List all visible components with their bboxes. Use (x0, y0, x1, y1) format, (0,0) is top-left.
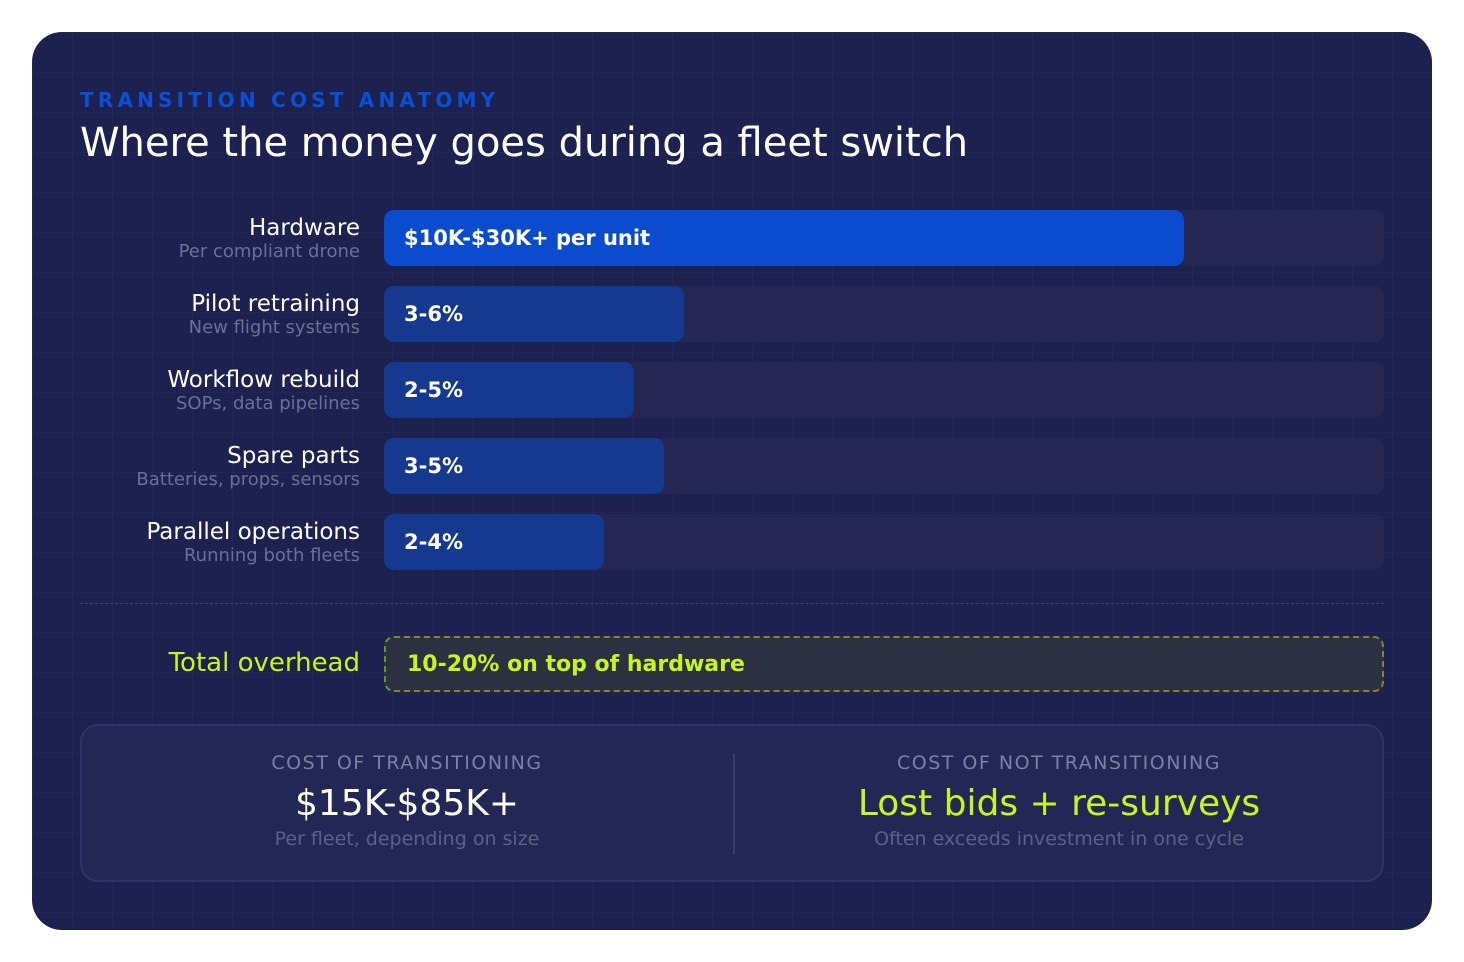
summary-panel: COST OF TRANSITIONING $15K-$85K+ Per fle… (80, 724, 1384, 882)
bar-category-label: Parallel operations (146, 519, 360, 545)
summary-note: Per fleet, depending on size (274, 828, 540, 850)
bar-category-sublabel: Running both fleets (183, 545, 360, 566)
bar-track: 2-4% (384, 514, 1384, 570)
summary-separator (733, 754, 735, 854)
bar: 2-4% (384, 514, 604, 570)
bar-category-label: Hardware (248, 215, 360, 241)
bar-category-labels: Hardware Per compliant drone (40, 210, 360, 262)
bar-category-labels: Spare parts Batteries, props, sensors (40, 438, 360, 490)
bar-category-labels: Workflow rebuild SOPs, data pipelines (40, 362, 360, 414)
bar-track: 2-5% (384, 362, 1384, 418)
summary-value: $15K-$85K+ (294, 783, 519, 824)
total-overhead-bar: 10-20% on top of hardware (384, 636, 1384, 692)
bar-category-sublabel: New flight systems (188, 317, 360, 338)
bar-value-label: 3-5% (404, 454, 463, 478)
bar-row: Parallel operations Running both fleets 2-… (32, 514, 1432, 570)
bar-category-label: Workflow rebuild (167, 367, 360, 393)
summary-note: Often exceeds investment in one cycle (874, 828, 1244, 850)
bar: 2-5% (384, 362, 634, 418)
total-overhead-value: 10-20% on top of hardware (407, 651, 745, 677)
bar-category-labels: Parallel operations Running both fleets (40, 514, 360, 566)
bar-category-sublabel: Per compliant drone (178, 241, 360, 262)
section-divider (80, 603, 1384, 604)
bar-row: Spare parts Batteries, props, sensors 3-5% (32, 438, 1432, 494)
bar: 3-5% (384, 438, 664, 494)
cost-of-transitioning: COST OF TRANSITIONING $15K-$85K+ Per fle… (82, 726, 732, 880)
bar-category-sublabel: Batteries, props, sensors (136, 469, 360, 490)
bar-category-sublabel: SOPs, data pipelines (175, 393, 360, 414)
cost-of-not-transitioning: COST OF NOT TRANSITIONING Lost bids + re… (734, 726, 1384, 880)
bar-row: Hardware Per compliant drone $10K-$30K+ pe… (32, 210, 1432, 266)
chart-title: Where the money goes during a fleet swit… (80, 120, 969, 166)
eyebrow-label: TRANSITION COST ANATOMY (80, 88, 500, 112)
bar-track: 3-5% (384, 438, 1384, 494)
bar-category-labels: Pilot retraining New flight systems (40, 286, 360, 338)
total-overhead-label: Total overhead (168, 648, 360, 678)
bar-value-label: 2-4% (404, 530, 463, 554)
bar: $10K-$30K+ per unit (384, 210, 1184, 266)
bar-category-label: Spare parts (227, 443, 360, 469)
bar-row: Workflow rebuild SOPs, data pipelines 2-5% (32, 362, 1432, 418)
bar: 3-6% (384, 286, 684, 342)
bar-category-label: Pilot retraining (191, 291, 360, 317)
bar-value-label: 2-5% (404, 378, 463, 402)
bar-value-label: $10K-$30K+ per unit (404, 226, 651, 250)
bar-row: Pilot retraining New flight systems 3-6% (32, 286, 1432, 342)
bar-track: $10K-$30K+ per unit (384, 210, 1384, 266)
summary-heading: COST OF TRANSITIONING (271, 752, 543, 774)
bar-track: 3-6% (384, 286, 1384, 342)
summary-value: Lost bids + re-surveys (857, 783, 1261, 824)
bar-value-label: 3-6% (404, 302, 463, 326)
summary-heading: COST OF NOT TRANSITIONING (897, 752, 1221, 774)
infographic-card: TRANSITION COST ANATOMY Where the money … (32, 32, 1432, 930)
